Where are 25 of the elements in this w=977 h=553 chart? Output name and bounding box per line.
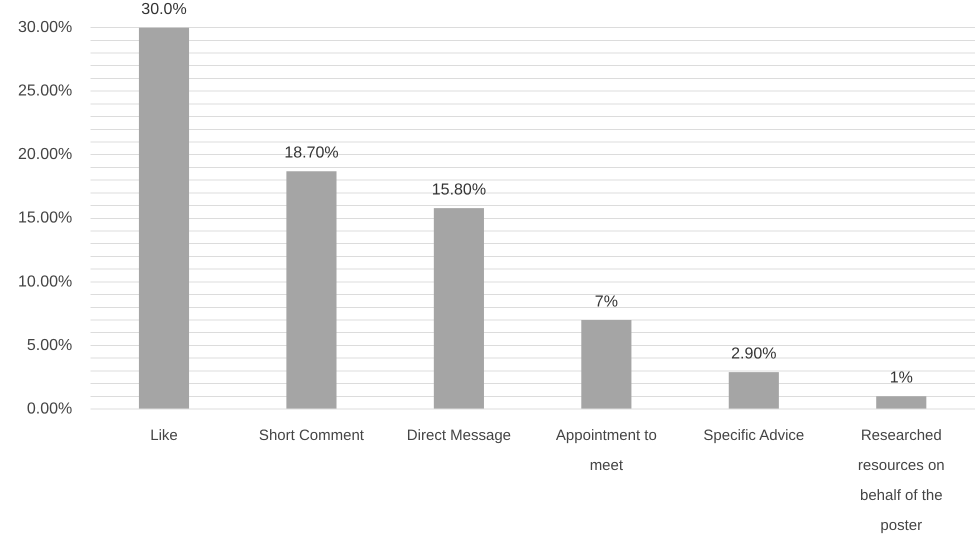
y-tick-label: 20.00% [18, 146, 72, 164]
y-tick-label: 5.00% [26, 336, 72, 354]
data-label: 1% [890, 370, 913, 387]
bar [728, 372, 779, 408]
x-tick-label: Direct Message [406, 427, 512, 444]
bar [434, 208, 484, 408]
bar [876, 396, 926, 408]
y-tick-label: 25.00% [18, 82, 72, 100]
x-tick-label: Appointment to meet [556, 427, 657, 474]
data-label: 30.0% [141, 1, 187, 18]
x-tick-label: Specific Advice [703, 427, 804, 444]
y-tick-label: 30.00% [18, 19, 72, 36]
y-tick-label: 0.00% [26, 400, 72, 418]
bar [286, 171, 337, 408]
y-tick-label: 10.00% [18, 273, 72, 290]
data-label: 2.90% [731, 346, 777, 363]
bar [581, 320, 632, 408]
bar [138, 28, 190, 408]
x-tick-label: Researched resources on behalf of the poster [858, 427, 945, 534]
y-tick-label: 15.00% [18, 210, 72, 227]
data-label: 18.70% [284, 144, 339, 162]
data-label: 7% [594, 293, 618, 310]
data-label: 15.80% [432, 182, 486, 199]
x-tick-label: Short Comment [258, 427, 365, 444]
x-tick-label: Like [150, 427, 178, 444]
